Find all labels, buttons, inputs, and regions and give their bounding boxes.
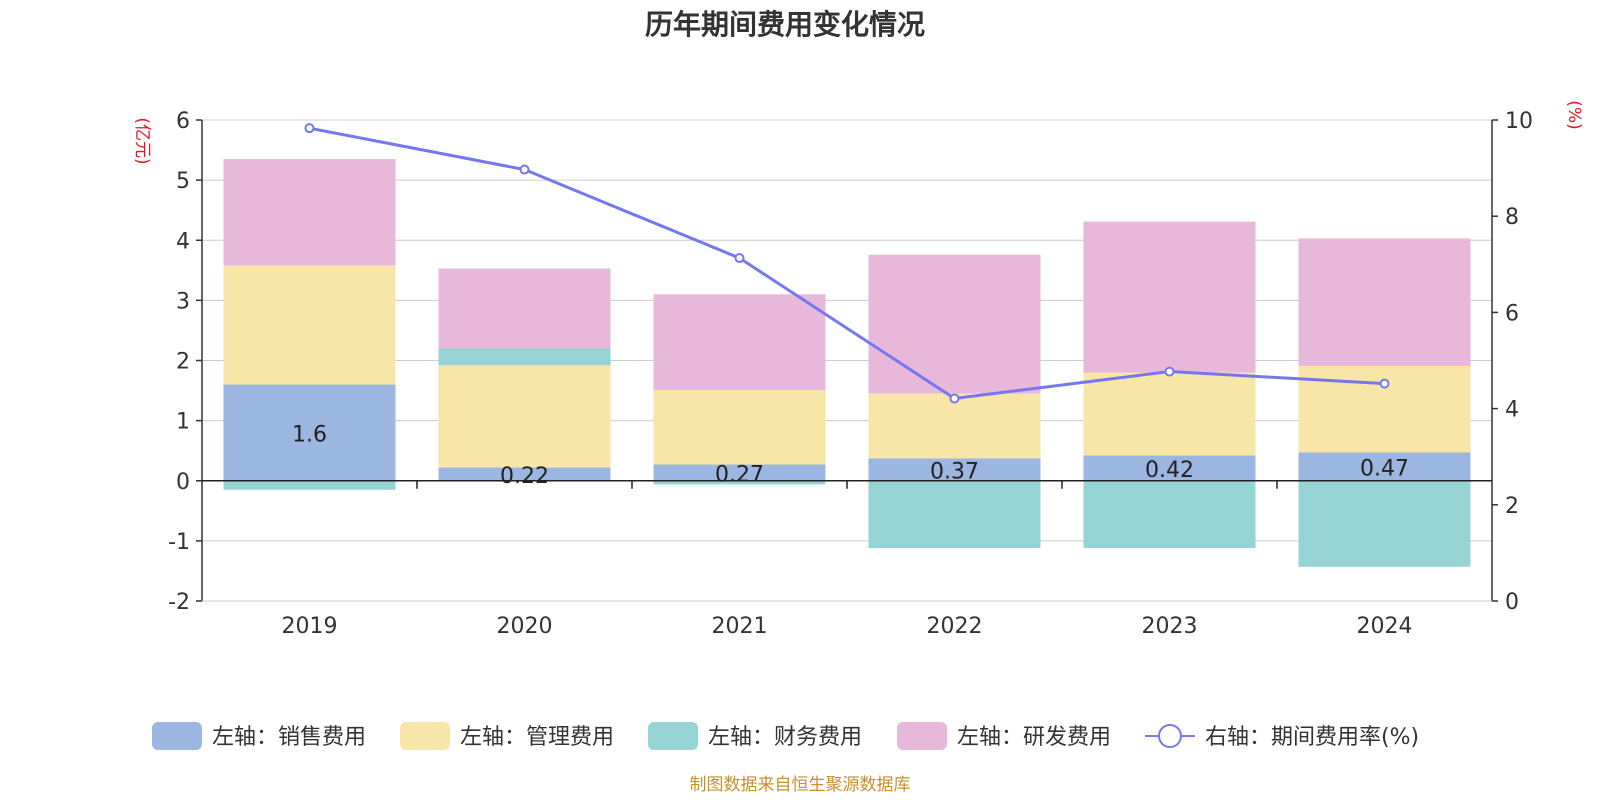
- rate-line: [309, 126, 1385, 401]
- labels-layer: 1.6 0.22 0.27 0.37 0.42 0.47: [292, 423, 1409, 489]
- right-tick-label: 0: [1505, 590, 1519, 615]
- bar-segment: [868, 393, 1041, 459]
- right-axis-unit: (%): [1564, 100, 1584, 129]
- bar-segment: [1083, 372, 1256, 456]
- bar-segment: [438, 348, 611, 366]
- left-tick-label: 2: [176, 350, 190, 375]
- rate-point: [1379, 378, 1390, 389]
- bar-data-label: 1.6: [292, 423, 327, 448]
- left-tick-label: -1: [168, 530, 190, 555]
- line-layer: [304, 123, 1390, 404]
- right-tick-label: 6: [1505, 301, 1519, 326]
- x-tick-label: 2022: [927, 614, 983, 639]
- bar-data-label: 0.47: [1360, 457, 1409, 482]
- left-tick-label: -2: [168, 590, 190, 615]
- bar-segment: [653, 480, 826, 485]
- legend-swatch: [897, 722, 947, 750]
- legend-label: 右轴：期间费用率(%): [1205, 725, 1419, 750]
- bar-segment: [868, 254, 1041, 394]
- left-tick-label: 1: [176, 410, 190, 435]
- legend-swatch: [152, 722, 202, 750]
- chart-title: 历年期间费用变化情况: [645, 8, 925, 41]
- x-tick-label: 2021: [712, 614, 768, 639]
- bar-segment: [223, 384, 396, 481]
- legend-label: 左轴：管理费用: [460, 725, 614, 750]
- x-tick-label: 2019: [282, 614, 338, 639]
- bar-segment: [653, 464, 826, 481]
- legend-label: 左轴：销售费用: [212, 725, 366, 750]
- rate-point: [734, 253, 745, 264]
- bar-data-label: 0.37: [930, 460, 979, 485]
- source-text: 制图数据来自恒生聚源数据库: [690, 775, 911, 795]
- legend-swatch: [648, 722, 698, 750]
- bar-segment: [438, 268, 611, 349]
- legend-marker: [1158, 724, 1182, 748]
- legend-label: 左轴：财务费用: [708, 725, 862, 750]
- right-tick-label: 10: [1505, 109, 1533, 134]
- bar-segment: [1298, 480, 1471, 567]
- left-tick-label: 3: [176, 289, 190, 314]
- bar-segment: [1298, 238, 1471, 366]
- rate-point: [1164, 366, 1175, 377]
- legend-label: 左轴：研发费用: [957, 725, 1111, 750]
- bar-segment: [653, 389, 826, 465]
- right-tick-label: 8: [1505, 205, 1519, 230]
- bar-segment: [653, 294, 826, 390]
- bar-segment: [223, 480, 396, 490]
- left-tick-label: 0: [176, 470, 190, 495]
- bar-segment: [223, 265, 396, 385]
- x-tick-label: 2023: [1142, 614, 1198, 639]
- bar-segment: [438, 467, 611, 481]
- left-tick-label: 5: [176, 169, 190, 194]
- bars-layer: [223, 159, 1471, 567]
- bar-segment: [1083, 455, 1256, 481]
- x-tick-label: 2024: [1357, 614, 1413, 639]
- rate-point: [949, 393, 960, 404]
- legend: 左轴：销售费用 左轴：管理费用 左轴：财务费用 左轴：研发费用 右轴：期间费用率(%): [152, 722, 1419, 750]
- right-tick-label: 2: [1505, 494, 1519, 519]
- left-axis-unit: (亿元): [132, 117, 152, 164]
- bar-data-label: 0.22: [500, 464, 549, 489]
- x-tick-label: 2020: [497, 614, 553, 639]
- axis-layer: -2 -1 0 1 2 3 4 5 6 0 2 4 6 8 10 2019 2020 2021 2022 2023 20…: [168, 109, 1533, 639]
- bar-segment: [1083, 221, 1256, 373]
- left-tick-label: 6: [176, 109, 190, 134]
- rate-point: [304, 123, 315, 134]
- right-tick-label: 4: [1505, 398, 1519, 423]
- bar-data-label: 0.27: [715, 463, 764, 488]
- bar-segment: [868, 480, 1041, 549]
- bar-segment: [1298, 452, 1471, 481]
- rate-point: [519, 164, 530, 175]
- bar-segment: [223, 159, 396, 266]
- bar-segment: [438, 365, 611, 468]
- grid-layer: [202, 119, 1492, 602]
- bar-data-label: 0.42: [1145, 458, 1194, 483]
- bar-segment: [1083, 480, 1256, 549]
- legend-swatch: [400, 722, 450, 750]
- bar-segment: [868, 458, 1041, 481]
- left-tick-label: 4: [176, 229, 190, 254]
